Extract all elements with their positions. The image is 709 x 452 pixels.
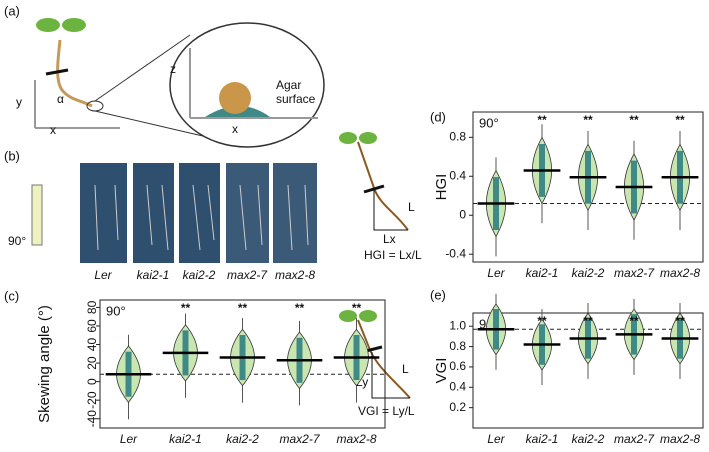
angle-label: α (57, 92, 64, 106)
x-tick-label: kai2-2 (226, 432, 259, 446)
significance: ** (675, 113, 685, 127)
significance: ** (629, 314, 639, 328)
y-tick-label: -40 (85, 410, 99, 428)
chart-title: 90° (479, 115, 499, 130)
length-label: L (402, 362, 409, 376)
significance: ** (537, 314, 547, 328)
significance: ** (295, 301, 305, 315)
x-tick-label: max2-8 (660, 432, 700, 446)
y-tick-label: 0.8 (449, 129, 466, 143)
y-tick-label: 0.2 (449, 400, 466, 414)
axis-label: y (16, 95, 22, 109)
y-axis-label: HGI (433, 174, 450, 201)
formula: HGI = Lx/L (364, 248, 422, 262)
panel-label: (c) (4, 288, 19, 303)
x-tick-label: kai2-2 (572, 432, 605, 446)
chart-title: 90° (106, 303, 126, 318)
y-tick-label: 1.0 (449, 318, 466, 332)
significance: ** (629, 113, 639, 127)
agar-label: Agar (276, 78, 301, 92)
significance: ** (181, 301, 191, 315)
y-tick-label: 0.6 (449, 359, 466, 373)
x-tick-label: max2-7 (614, 266, 655, 280)
genotype-label: Ler (94, 268, 112, 282)
genotype-label: kai2-2 (183, 268, 216, 282)
y-axis-label: VGI (433, 358, 450, 384)
y-tick-label: 0 (459, 207, 466, 221)
plot-frame (99, 299, 386, 429)
axis-label: z (170, 62, 176, 76)
y-tick-label: 0.4 (449, 168, 466, 182)
x-tick-label: max2-7 (279, 432, 320, 446)
panel-label: (b) (4, 148, 20, 163)
x-tick-label: Ler (487, 432, 505, 446)
y-tick-label: 0.4 (449, 379, 466, 393)
x-tick-label: kai2-1 (169, 432, 202, 446)
length-label: Lx (383, 232, 396, 246)
angle-label: 90° (8, 234, 26, 248)
y-tick-label: 0 (85, 378, 99, 385)
agar-label: surface (276, 92, 316, 106)
hgi-diagram (339, 132, 409, 231)
y-tick-label: -20 (85, 391, 99, 409)
panel-label: (e) (430, 287, 446, 302)
axis-label: x (232, 122, 238, 136)
y-tick-label: 0.8 (449, 339, 466, 353)
y-tick-label: 20 (85, 356, 99, 370)
length-label: L (408, 200, 415, 214)
genotype-label: kai2-1 (137, 268, 170, 282)
y-tick-label: 40 (85, 338, 99, 352)
significance: ** (537, 113, 547, 127)
significance: ** (352, 301, 362, 315)
y-tick-label: 80 (85, 300, 99, 314)
seedling-diagram (34, 18, 325, 148)
x-tick-label: max2-8 (660, 266, 700, 280)
genotype-label: max2-7 (227, 268, 268, 282)
formula: VGI = Ly/L (358, 404, 415, 418)
axis-label: x (50, 123, 56, 137)
y-tick-label: 60 (85, 319, 99, 333)
x-tick-label: kai2-2 (572, 266, 605, 280)
genotype-label: max2-8 (275, 268, 315, 282)
plate-photos (31, 163, 317, 263)
significance: ** (238, 301, 248, 315)
x-tick-label: max2-7 (614, 432, 655, 446)
y-axis-label: Skewing angle (°) (36, 305, 53, 423)
x-tick-label: kai2-1 (526, 266, 559, 280)
x-tick-label: kai2-1 (526, 432, 559, 446)
x-tick-label: max2-8 (336, 432, 376, 446)
significance: ** (583, 113, 593, 127)
x-tick-label: Ler (487, 266, 505, 280)
panel-label: (a) (4, 3, 20, 18)
significance: ** (583, 314, 593, 328)
y-tick-label: -0.4 (445, 246, 466, 260)
x-tick-label: Ler (120, 432, 138, 446)
panel-label: (d) (430, 109, 446, 124)
plot-frame (472, 111, 704, 263)
significance: ** (675, 314, 685, 328)
